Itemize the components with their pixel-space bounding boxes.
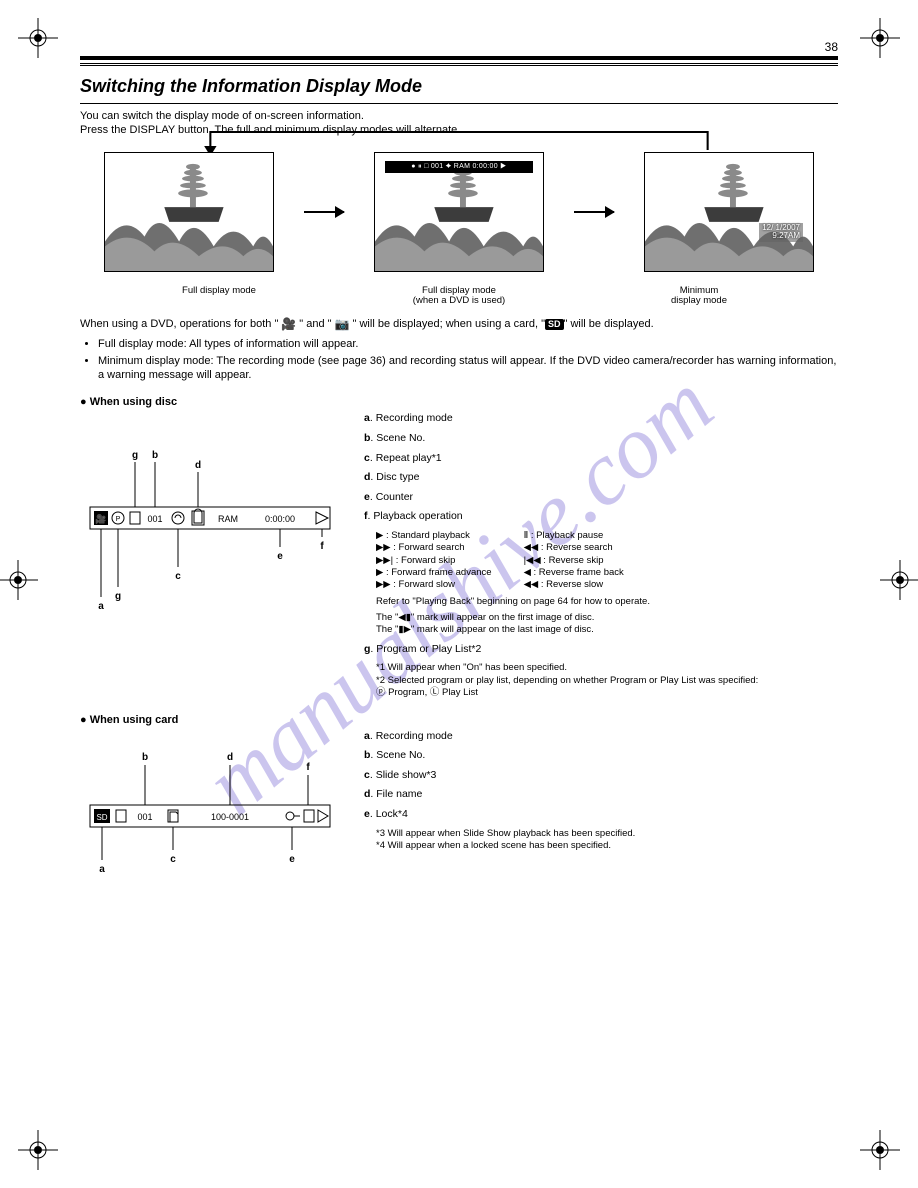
card-header: ● When using card: [80, 714, 838, 726]
card-bar-svg: SD 001 100-0001 b d f: [80, 730, 340, 880]
bullets: Full display mode: All types of informat…: [98, 337, 838, 382]
svg-text:RAM: RAM: [218, 514, 238, 524]
screen-full-dvd: ● ⏸ □ 001 ✦ RAM 0:00:00 ▶: [374, 152, 544, 272]
disc-diagram: 🎥 P 001 RAM 0:00:00 g b d: [80, 412, 838, 699]
svg-text:SD: SD: [96, 813, 107, 822]
svg-text:0:00:00: 0:00:00: [265, 514, 295, 524]
osd-date: 12/ 1/2007 9:27AM: [759, 223, 803, 243]
bullet-1: Full display mode: All types of informat…: [98, 337, 838, 351]
card-legend: a. Recording mode b. Scene No. c. Slide …: [364, 730, 838, 853]
screen-full: [104, 152, 274, 272]
screens-captions: Full display mode Full display mode (whe…: [80, 282, 838, 308]
svg-text:g: g: [132, 450, 138, 461]
rule-double: [80, 63, 838, 66]
regmark-ml: [0, 560, 38, 600]
regmark-br: [860, 1130, 900, 1170]
svg-text:100-0001: 100-0001: [211, 812, 249, 822]
svg-text:a: a: [98, 601, 104, 612]
arrow-1: [304, 211, 344, 213]
sd-icon: SD: [545, 319, 564, 330]
page-content: 38 Switching the Information Display Mod…: [80, 40, 838, 1148]
disc-bar-svg: 🎥 P 001 RAM 0:00:00 g b d: [80, 412, 340, 612]
screens-row: ● ⏸ □ 001 ✦ RAM 0:00:00 ▶: [80, 152, 838, 272]
disc-legend: a. Recording mode b. Scene No. c. Repeat…: [364, 412, 838, 699]
svg-text:f: f: [306, 762, 310, 773]
regmark-mr: [880, 560, 918, 600]
arrow-2: [574, 211, 614, 213]
disc-header: ● When using disc: [80, 396, 838, 408]
svg-text:P: P: [116, 516, 121, 523]
svg-text:c: c: [175, 571, 181, 582]
page-number: 38: [80, 40, 838, 54]
rule-under-title: [80, 103, 838, 104]
svg-text:e: e: [289, 854, 295, 865]
icon-line: When using a DVD, operations for both "🎥…: [80, 317, 838, 331]
date-line2: 9:27AM: [762, 232, 800, 241]
svg-text:f: f: [320, 541, 324, 552]
movie-icon: 🎥: [281, 317, 296, 331]
card-diagram: SD 001 100-0001 b d f: [80, 730, 838, 880]
svg-text:a: a: [99, 864, 105, 875]
svg-text:d: d: [227, 752, 233, 763]
regmark-bl: [18, 1130, 58, 1170]
caption-left: Full display mode: [134, 286, 304, 308]
osd-bar: ● ⏸ □ 001 ✦ RAM 0:00:00 ▶: [385, 161, 533, 173]
loop-arrow: [200, 128, 718, 152]
svg-text:e: e: [277, 551, 283, 562]
caption-mid: Full display mode (when a DVD is used): [374, 286, 544, 308]
section-title: Switching the Information Display Mode: [80, 76, 838, 97]
screen-min: 12/ 1/2007 9:27AM: [644, 152, 814, 272]
svg-text:001: 001: [137, 812, 152, 822]
svg-text:d: d: [195, 460, 201, 471]
camera-icon: 📷: [335, 317, 350, 331]
svg-text:001: 001: [147, 514, 162, 524]
svg-text:b: b: [152, 450, 158, 461]
rule-thick: [80, 56, 838, 60]
svg-text:g: g: [115, 591, 121, 602]
svg-text:🎥: 🎥: [95, 513, 106, 524]
regmark-tl: [18, 18, 58, 58]
svg-text:b: b: [142, 752, 148, 763]
svg-text:c: c: [170, 854, 176, 865]
regmark-tr: [860, 18, 900, 58]
caption-right: Minimum display mode: [614, 286, 784, 308]
bullet-2: Minimum display mode: The recording mode…: [98, 354, 838, 383]
